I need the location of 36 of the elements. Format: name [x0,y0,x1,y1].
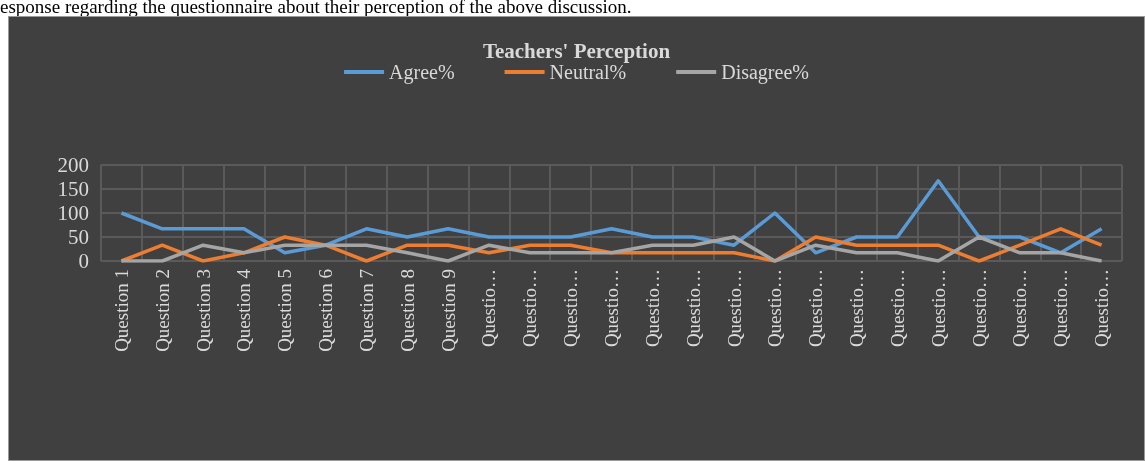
x-tick-label: Question 8 [396,269,418,352]
x-tick-label: Questio… [846,269,868,348]
x-tick-label: Questio… [478,269,500,348]
line-series [119,179,1104,255]
x-tick-label: Questio… [1091,269,1113,348]
y-tick-label: 200 [57,153,89,177]
x-tick-label: Questio… [560,269,582,348]
x-tick-label: Question 5 [274,269,296,352]
legend-label: Agree% [389,61,455,84]
x-tick-label: Question 3 [192,269,214,352]
x-tick-label: Questio… [927,269,949,348]
line-series [119,235,1104,263]
chart-title: Teachers' Perception [482,38,671,63]
x-tick-label: Questio… [1050,269,1072,348]
x-tick-label: Questio… [968,269,990,348]
x-tick-label: Question 4 [233,268,255,352]
x-tick-label: Questio… [519,269,541,348]
x-tick-label: Question 6 [315,269,337,352]
y-tick-label: 150 [57,177,89,201]
x-tick-label: Questio… [1009,269,1031,348]
x-tick-label: Question 9 [437,269,459,352]
x-tick-label: Questio… [805,269,827,348]
y-tick-label: 50 [68,225,89,249]
x-tick-label: Question 1 [110,269,132,352]
x-tick-label: Questio… [682,269,704,348]
x-tick-label: Questio… [641,269,663,348]
y-tick-label: 100 [57,201,89,225]
y-tick-label: 0 [78,249,89,273]
legend-label: Disagree% [721,61,809,84]
x-tick-label: Question 7 [355,269,377,352]
x-tick-label: Questio… [723,269,745,348]
x-tick-label: Questio… [601,269,622,348]
x-tick-label: Questio… [886,269,908,348]
text: esponse regarding the questionnaire about their perception of the above discussion. [0,0,632,18]
x-tick-label: Questio… [764,269,786,348]
x-tick-label: Question 2 [151,269,173,352]
